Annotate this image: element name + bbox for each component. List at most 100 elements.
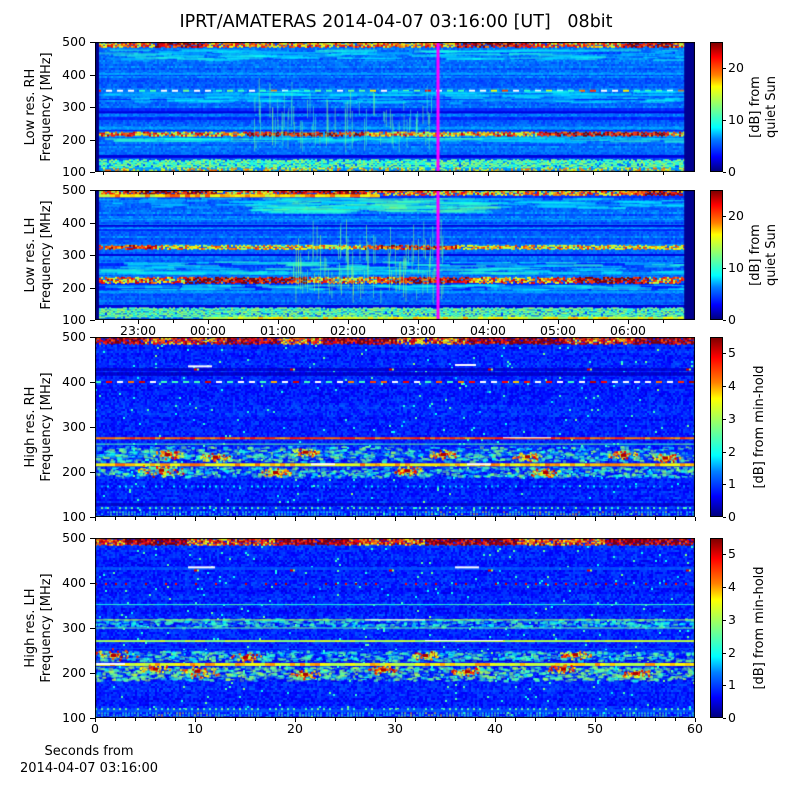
y-tick-label: 200	[62, 665, 86, 680]
x-tick-mark	[278, 172, 279, 176]
x-minor-tick-mark	[375, 517, 376, 520]
x-minor-tick-mark	[475, 718, 476, 721]
x-tick-mark	[488, 172, 489, 176]
x-minor-tick-mark	[383, 172, 384, 175]
x-minor-tick-mark	[663, 172, 665, 175]
x-tick-mark	[695, 517, 696, 521]
x-tick-label: 30	[387, 721, 403, 736]
x-minor-tick-mark	[312, 320, 314, 323]
y-tick-label: 100	[62, 312, 86, 327]
x-tick-label: 02:00	[330, 323, 367, 338]
x-tick-mark	[294, 517, 296, 521]
x-minor-tick-mark	[663, 320, 665, 323]
y-axis-label-line: Low res. RH	[23, 68, 38, 146]
y-tick-label: 400	[62, 66, 86, 82]
colorbar-tick-label: 0	[728, 312, 736, 327]
colorbar-tick-label: 3	[728, 611, 736, 627]
x-tick-mark	[594, 517, 596, 521]
x-tick-mark	[348, 172, 350, 176]
colorbar-tick-mark	[723, 554, 726, 556]
y-tick-mark	[90, 382, 95, 383]
x-tick-mark	[138, 172, 140, 176]
colorbar-tick-label: 0	[728, 164, 736, 179]
y-tick-mark	[90, 517, 95, 518]
x-minor-tick-mark	[555, 517, 556, 520]
y-tick-label: 300	[62, 247, 86, 262]
x-minor-tick-mark	[383, 320, 384, 323]
y-tick-mark	[90, 222, 95, 224]
x-tick-mark	[627, 320, 629, 324]
y-tick-mark	[90, 190, 95, 191]
x-tick-mark	[417, 320, 419, 324]
colorbar-label-line: [dB] from min-hold	[752, 566, 767, 690]
colorbar-tick-label: 4	[728, 378, 736, 394]
colorbar-label-line: [dB] from min-hold	[752, 365, 767, 489]
x-tick-label: 10	[187, 721, 203, 736]
colorbar-label-line: quiet Sun	[764, 223, 779, 287]
x-tick-mark	[558, 172, 560, 176]
x-minor-tick-mark	[275, 718, 276, 721]
y-tick-label: 500	[62, 34, 86, 49]
y-tick-label: 100	[62, 710, 86, 725]
x-tick-mark	[207, 320, 209, 324]
x-tick-label: 20	[287, 721, 303, 736]
x-minor-tick-mark	[453, 320, 455, 323]
x-tick-label: 01:00	[259, 323, 297, 338]
x-minor-tick-mark	[355, 517, 356, 520]
x-minor-tick-mark	[535, 718, 536, 721]
x-tick-mark	[488, 320, 489, 324]
x-minor-tick-mark	[675, 517, 676, 520]
x-minor-tick-mark	[115, 718, 116, 721]
x-tick-label: 04:00	[469, 323, 507, 338]
x-tick-mark	[627, 172, 629, 176]
x-minor-tick-mark	[255, 517, 256, 520]
x-tick-mark	[278, 320, 279, 324]
x-tick-mark	[495, 517, 497, 521]
x-minor-tick-mark	[515, 517, 516, 520]
y-tick-mark	[90, 472, 95, 473]
x-minor-tick-mark	[415, 718, 416, 721]
x-minor-tick-mark	[315, 718, 316, 721]
y-tick-label: 300	[62, 419, 86, 434]
colorbar-label-min-hold-lh: [dB] from min-hold	[752, 566, 768, 689]
colorbar-tick-mark	[723, 268, 726, 269]
x-minor-tick-mark	[315, 517, 316, 520]
x-tick-mark	[195, 517, 197, 521]
colorbar-low-res-rh	[710, 42, 723, 172]
spectrogram-high-res-lh	[95, 538, 695, 718]
spectrogram-low-res-lh	[95, 190, 695, 320]
x-minor-tick-mark	[235, 718, 236, 721]
colorbar-tick-label: 10	[728, 112, 744, 127]
x-minor-tick-mark	[635, 718, 636, 721]
y-tick-mark	[90, 107, 95, 108]
x-minor-tick-mark	[312, 172, 314, 175]
colorbar-tick-mark	[723, 172, 726, 173]
y-tick-mark	[90, 139, 95, 141]
x-minor-tick-mark	[115, 517, 116, 520]
x-tick-mark	[195, 718, 197, 722]
y-tick-mark	[90, 628, 95, 629]
x-tick-mark	[558, 320, 560, 324]
x-minor-tick-mark	[215, 517, 216, 520]
x-minor-tick-mark	[435, 517, 436, 520]
colorbar-high-res-lh	[710, 538, 723, 718]
x-minor-tick-mark	[593, 320, 594, 323]
x-minor-tick-mark	[522, 320, 524, 323]
x-minor-tick-mark	[575, 517, 576, 520]
y-tick-mark	[90, 42, 95, 43]
y-tick-mark	[90, 673, 95, 674]
x-minor-tick-mark	[215, 718, 216, 721]
colorbar-tick-label: 3	[728, 410, 736, 426]
x-axis-annotation-line2: 2014-04-07 03:16:00	[20, 761, 159, 776]
x-minor-tick-mark	[535, 517, 536, 520]
x-minor-tick-mark	[235, 517, 236, 520]
y-tick-mark	[90, 74, 95, 76]
colorbar-label-quiet-sun-lh: [dB] from quiet Sun	[748, 224, 780, 286]
x-minor-tick-mark	[655, 718, 656, 721]
x-minor-tick-mark	[135, 517, 136, 520]
y-tick-label: 400	[62, 374, 86, 389]
y-tick-mark	[90, 172, 95, 173]
colorbar-tick-label: 20	[728, 60, 744, 75]
x-tick-mark	[695, 718, 696, 722]
